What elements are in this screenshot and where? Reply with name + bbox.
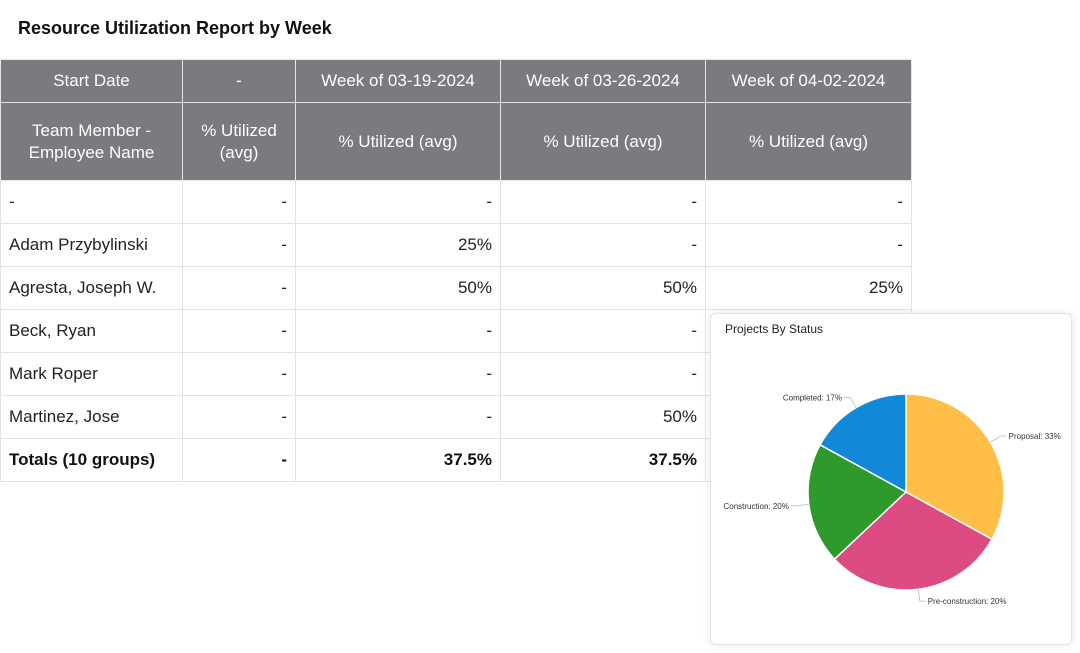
avg-cell: -: [182, 223, 296, 267]
pie-label: Completed: 17%: [783, 393, 842, 402]
avg-cell: -: [182, 180, 296, 224]
totals-week-1: 37.5%: [295, 438, 501, 482]
avg-cell: -: [182, 309, 296, 353]
avg-cell: -: [182, 266, 296, 310]
table-row: Adam Przybylinski - 25% - -: [0, 223, 912, 267]
pie-leader-line: [790, 503, 809, 507]
pie-slice-proposal[interactable]: [905, 393, 1005, 541]
totals-avg: -: [182, 438, 296, 482]
week-2-cell: -: [500, 180, 706, 224]
pie-leader-line: [844, 396, 857, 408]
employee-name-link[interactable]: Martinez, Jose: [0, 395, 183, 439]
pie-leader-line: [990, 435, 1007, 443]
week-1-cell: -: [295, 180, 501, 224]
pie-label: Proposal: 33%: [1009, 432, 1061, 441]
week-2-cell: -: [500, 352, 706, 396]
week-3-cell[interactable]: 25%: [705, 266, 912, 310]
pie-leader-line: [917, 589, 926, 602]
pie-title: Projects By Status: [725, 322, 824, 336]
header-week-2[interactable]: Week of 03-26-2024: [500, 59, 706, 103]
header-week-1-utilized[interactable]: % Utilized (avg): [295, 102, 501, 181]
week-3-cell: -: [705, 180, 912, 224]
week-2-cell[interactable]: 50%: [500, 266, 706, 310]
header-week-3-utilized[interactable]: % Utilized (avg): [705, 102, 912, 181]
week-2-cell[interactable]: 50%: [500, 395, 706, 439]
employee-name-link[interactable]: Agresta, Joseph W.: [0, 266, 183, 310]
pie-slice-pre-construction[interactable]: [833, 491, 993, 591]
pie-label: Pre-construction: 20%: [928, 597, 1007, 606]
report-card: Resource Utilization Report by Week Star…: [0, 18, 912, 482]
pie-slice-completed[interactable]: [819, 393, 907, 494]
report-title: Resource Utilization Report by Week: [18, 18, 332, 38]
week-1-cell[interactable]: 25%: [295, 223, 501, 267]
header-week-3[interactable]: Week of 04-02-2024: [705, 59, 912, 103]
employee-name-link[interactable]: Adam Przybylinski: [0, 223, 183, 267]
week-1-cell[interactable]: 50%: [295, 266, 501, 310]
projects-by-status-card: Proposal: 33% Pre-construction: 20% Constr…: [710, 313, 1072, 645]
week-3-cell: -: [705, 223, 912, 267]
header-start-date[interactable]: Start Date: [0, 59, 183, 103]
header-employee-name[interactable]: Team Member - Employee Name: [0, 102, 183, 181]
week-1-cell: -: [295, 395, 501, 439]
table-row: Agresta, Joseph W. - 50% 50% 25%: [0, 266, 912, 310]
header-utilized-avg[interactable]: % Utilized (avg): [182, 102, 296, 181]
week-1-cell: -: [295, 309, 501, 353]
table-row: - - - - -: [0, 180, 912, 224]
employee-name-link[interactable]: Beck, Ryan: [0, 309, 183, 353]
employee-name-cell: -: [0, 180, 183, 224]
header-week-2-utilized[interactable]: % Utilized (avg): [500, 102, 706, 181]
totals-week-2: 37.5%: [500, 438, 706, 482]
avg-cell: -: [182, 352, 296, 396]
pie-label: Construction: 20%: [723, 502, 788, 511]
avg-cell: -: [182, 395, 296, 439]
week-2-cell: -: [500, 309, 706, 353]
week-2-cell: -: [500, 223, 706, 267]
employee-name-link[interactable]: Mark Roper: [0, 352, 183, 396]
pie-slice-construction[interactable]: [807, 443, 908, 561]
header-dash[interactable]: -: [182, 59, 296, 103]
pie-chart: Proposal: 33% Pre-construction: 20% Constr…: [723, 393, 1061, 606]
totals-label: Totals (10 groups): [0, 438, 183, 482]
header-week-1[interactable]: Week of 03-19-2024: [295, 59, 501, 103]
week-1-cell: -: [295, 352, 501, 396]
